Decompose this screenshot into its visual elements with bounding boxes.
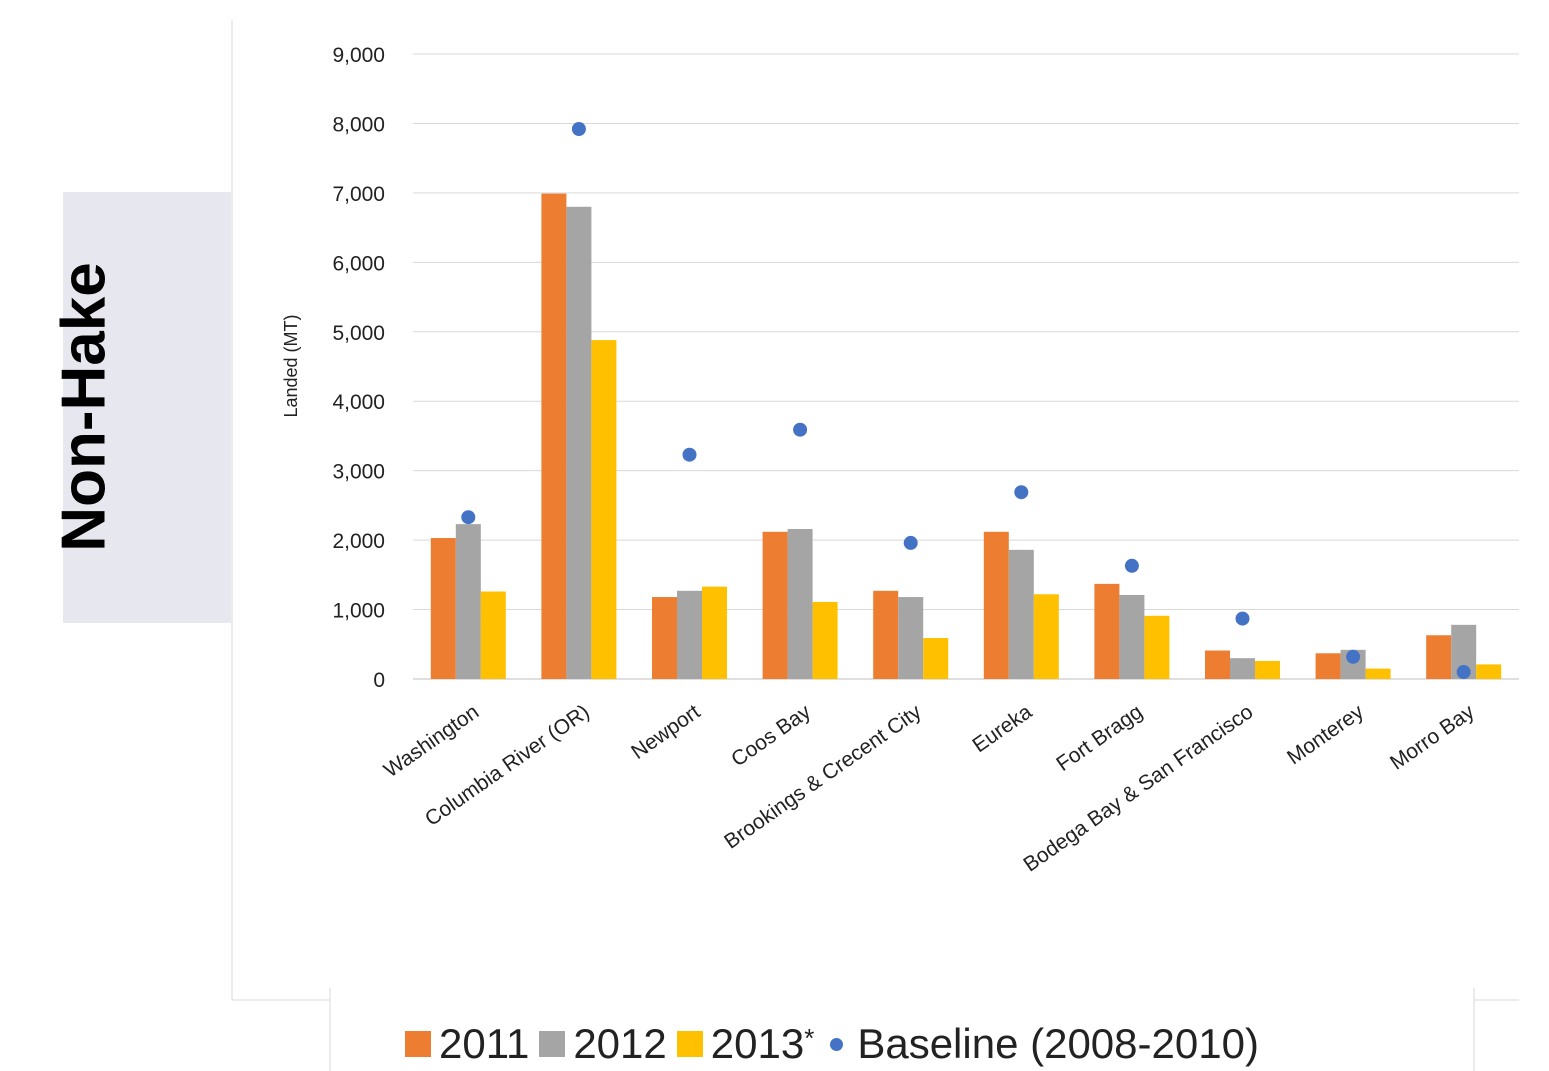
bar-2012-6 xyxy=(1119,594,1145,679)
bar-2011-6 xyxy=(1094,583,1120,679)
legend: 2011 2012 2013 * Baseline (2008-2010) xyxy=(405,1020,1269,1068)
bar-2011-2 xyxy=(652,597,677,679)
legend-item-2011: 2011 xyxy=(405,1020,529,1068)
y-tick-label: 9,000 xyxy=(332,44,385,67)
bar-2012-4 xyxy=(898,597,924,679)
baseline-point-1 xyxy=(571,122,586,136)
baseline-point-2 xyxy=(682,447,697,462)
bar-2011-4 xyxy=(873,590,899,679)
x-category-label: Fort Bragg xyxy=(1052,700,1146,776)
bar-2011-1 xyxy=(541,193,567,680)
bar-2013-9 xyxy=(1476,664,1502,679)
bar-2012-3 xyxy=(787,529,813,679)
bar-2013-8 xyxy=(1365,668,1391,679)
bar-2013-0 xyxy=(480,591,506,679)
bar-2011-3 xyxy=(762,531,788,679)
bar-2012-7 xyxy=(1230,658,1255,679)
y-tick-label: 4,000 xyxy=(332,391,385,414)
legend-item-2012: 2012 xyxy=(539,1020,667,1068)
y-axis-title: Landed (MT) xyxy=(281,314,301,417)
legend-swatch-2012 xyxy=(539,1031,566,1057)
y-axis-ticks: 0 1,000 2,000 3,000 4,000 5,000 6,000 7,000 8,00… xyxy=(332,44,385,692)
x-category-label: Coos Bay xyxy=(727,700,815,771)
baseline-points xyxy=(461,122,1471,680)
legend-item-baseline: Baseline (2008-2010) xyxy=(824,1020,1259,1068)
legend-label-baseline: Baseline (2008-2010) xyxy=(857,1020,1259,1067)
baseline-point-4 xyxy=(903,535,918,550)
bar-2013-3 xyxy=(812,601,838,679)
baseline-point-9 xyxy=(1456,665,1471,680)
x-category-label: Eureka xyxy=(968,700,1036,757)
bar-2012-2 xyxy=(677,590,702,679)
legend-label-2011: 2011 xyxy=(439,1020,530,1067)
bar-2011-7 xyxy=(1205,650,1230,679)
y-tick-label: 3,000 xyxy=(332,461,385,484)
x-category-label: Monterey xyxy=(1283,700,1368,769)
y-tick-label: 6,000 xyxy=(332,252,385,275)
bar-2013-4 xyxy=(923,638,949,679)
legend-label-2013: 2013 xyxy=(710,1020,805,1067)
legend-swatch-2013 xyxy=(676,1031,703,1057)
bar-2012-5 xyxy=(1008,549,1034,679)
baseline-point-6 xyxy=(1124,558,1139,573)
side-label-box xyxy=(63,192,231,623)
bar-2013-5 xyxy=(1033,594,1059,679)
bar-2011-0 xyxy=(430,538,456,679)
legend-asterisk: * xyxy=(804,1022,815,1053)
baseline-point-5 xyxy=(1014,485,1029,500)
baseline-point-3 xyxy=(793,422,808,437)
x-category-label: Washington xyxy=(380,700,483,782)
x-category-label: Bodega Bay & San Francisco xyxy=(1019,700,1257,876)
y-tick-label: 1,000 xyxy=(332,600,385,623)
bar-2013-7 xyxy=(1255,660,1280,679)
y-tick-label: 0 xyxy=(373,669,385,692)
y-tick-label: 8,000 xyxy=(332,113,385,136)
baseline-point-7 xyxy=(1235,611,1250,626)
legend-dot-baseline xyxy=(830,1037,844,1051)
bars xyxy=(430,193,1502,680)
bar-2011-5 xyxy=(983,531,1009,679)
x-category-label: Morro Bay xyxy=(1386,700,1479,775)
legend-label-2012: 2012 xyxy=(573,1020,667,1067)
chart-frame xyxy=(231,20,1519,1071)
bar-2011-9 xyxy=(1426,635,1452,679)
baseline-point-8 xyxy=(1346,649,1361,664)
bar-2012-0 xyxy=(455,524,481,679)
legend-item-2013: 2013 * xyxy=(676,1020,815,1068)
bar-2013-2 xyxy=(702,586,727,679)
bar-2012-1 xyxy=(566,206,592,679)
y-tick-label: 5,000 xyxy=(332,322,385,345)
x-category-label: Newport xyxy=(627,700,704,764)
y-tick-label: 2,000 xyxy=(332,530,385,553)
y-tick-label: 7,000 xyxy=(332,183,385,206)
baseline-point-0 xyxy=(461,510,476,525)
x-category-label: Brookings & Crecent City xyxy=(720,700,926,854)
legend-swatch-2011 xyxy=(405,1031,431,1057)
bar-2013-6 xyxy=(1144,615,1170,679)
bar-2011-8 xyxy=(1315,653,1341,679)
bar-2013-1 xyxy=(591,340,617,679)
